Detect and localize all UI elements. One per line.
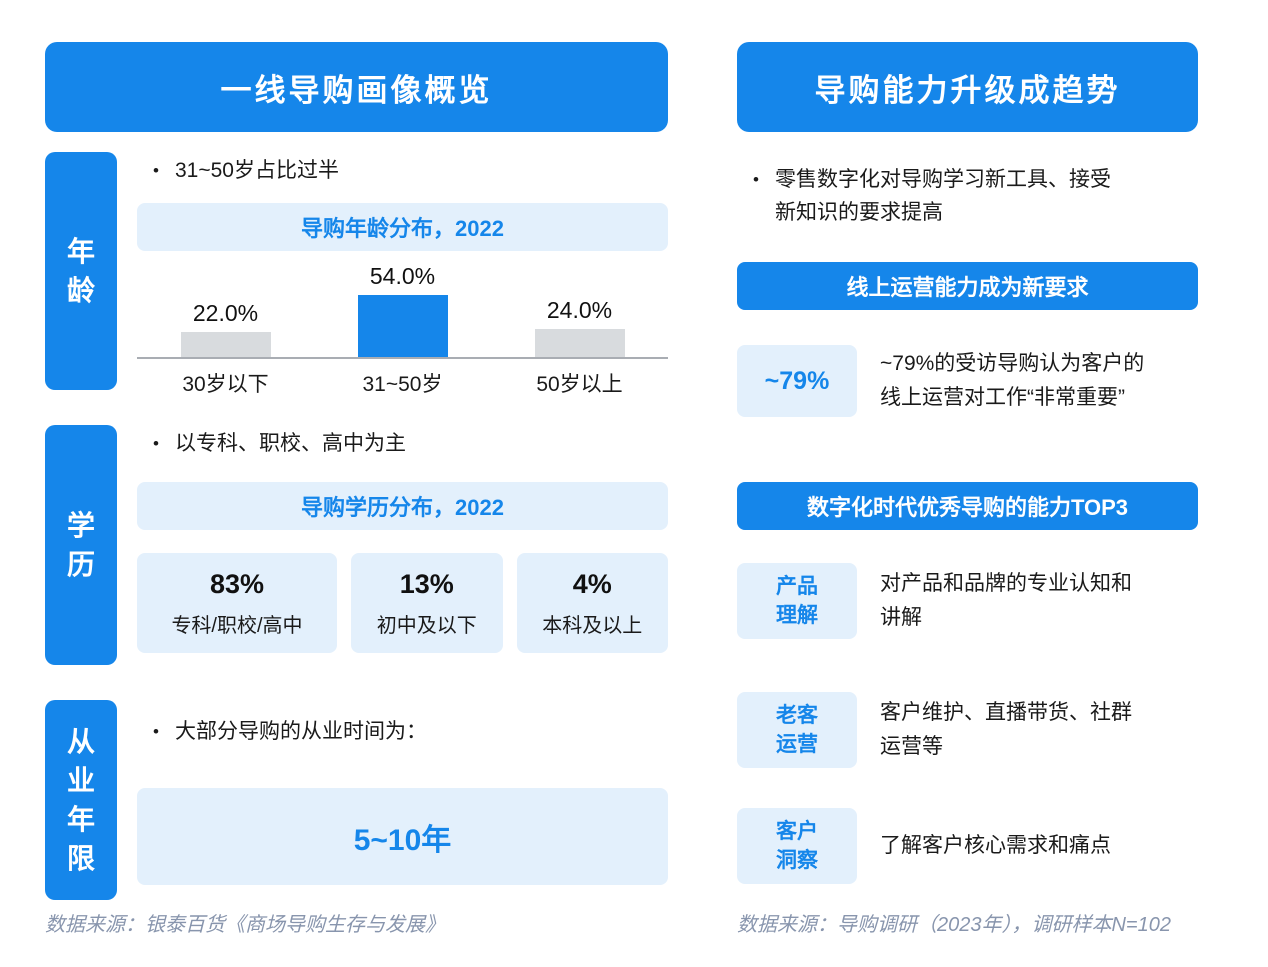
education-percent: 4% — [572, 568, 612, 599]
ability-label-box: 老客 运营 — [737, 692, 857, 768]
ability-row-product-understanding: 产品 理解 对产品和品牌的专业认知和 讲解 — [737, 563, 1198, 639]
age-chart-categories: 30岁以下 31~50岁 50岁以上 — [137, 368, 668, 398]
age-bullet: • 31~50岁占比过半 — [137, 155, 668, 188]
stat-79-row: ~79% ~79%的受访导购认为客户的 线上运营对工作“非常重要” — [737, 345, 1198, 417]
x-axis-line — [137, 357, 668, 359]
age-bar-chart: 22.0% 54.0% 24.0% 30岁以下 31~50岁 50岁以上 — [137, 256, 668, 398]
bar-column-under-30: 22.0% — [137, 256, 314, 357]
education-side-label-text: 学历 — [66, 509, 95, 580]
ability-row-customer-insight: 客户 洞察 了解客户核心需求和痛点 — [737, 808, 1198, 884]
left-panel-header: 一线导购画像概览 — [45, 42, 668, 132]
tenure-side-label: 从业年限 — [45, 700, 117, 900]
education-stat-cards: 83% 专科/职校/高中 13% 初中及以下 4% 本科及以上 — [137, 553, 668, 653]
education-bullet-text: 以专科、职校、高中为主 — [175, 432, 406, 455]
ability-label-box: 产品 理解 — [737, 563, 857, 639]
age-chart-plot-area: 22.0% 54.0% 24.0% — [137, 256, 668, 357]
ability-description: 客户维护、直播带货、社群 运营等 — [880, 701, 1132, 758]
tenure-bullet-text: 大部分导购的从业时间为： — [175, 720, 427, 743]
bar-value-label: 24.0% — [546, 297, 613, 323]
ability-description: 了解客户核心需求和痛点 — [880, 834, 1111, 858]
stat-79-value: ~79% — [764, 366, 830, 395]
age-chart-title: 导购年龄分布，2022 — [301, 216, 504, 241]
bar-over-50 — [534, 329, 625, 357]
tenure-bullet: • 大部分导购的从业时间为： — [137, 716, 668, 749]
ability-description: 对产品和品牌的专业认知和 讲解 — [880, 572, 1132, 629]
bullet-dot-icon: • — [153, 434, 159, 453]
education-category: 专科/职校/高中 — [171, 614, 303, 637]
right-intro-bullet: • 零售数字化对导购学习新工具、接受 新知识的要求提高 — [737, 164, 1198, 229]
right-intro-bullet-text: 零售数字化对导购学习新工具、接受 新知识的要求提高 — [775, 168, 1111, 224]
right-panel-header: 导购能力升级成趋势 — [737, 42, 1198, 132]
right-panel-title: 导购能力升级成趋势 — [814, 72, 1121, 108]
education-percent: 13% — [399, 568, 454, 599]
left-footer-source: 数据来源：银泰百货《商场导购生存与发展》 — [45, 914, 445, 936]
bar-value-label: 22.0% — [192, 300, 259, 326]
ability-row-customer-operations: 老客 运营 客户维护、直播带货、社群 运营等 — [737, 692, 1198, 768]
age-chart-title-banner: 导购年龄分布，2022 — [137, 203, 668, 251]
education-category: 本科及以上 — [542, 614, 643, 637]
bar-31-50 — [357, 295, 448, 357]
category-label-under-30: 30岁以下 — [182, 373, 269, 396]
tenure-value: 5~10年 — [353, 823, 452, 857]
education-bullet: • 以专科、职校、高中为主 — [137, 428, 668, 461]
age-side-label: 年龄 — [45, 152, 117, 390]
bar-under-30 — [180, 332, 271, 357]
bullet-dot-icon: • — [153, 722, 159, 741]
right-footer-source: 数据来源：导购调研（2023年），调研样本N=102 — [737, 914, 1171, 936]
education-percent: 83% — [209, 568, 265, 599]
age-side-label-text: 年龄 — [66, 235, 95, 306]
education-side-label: 学历 — [45, 425, 117, 665]
online-operations-banner: 线上运营能力成为新要求 — [737, 262, 1198, 310]
left-panel-title: 一线导购画像概览 — [220, 72, 493, 108]
education-stat-card: 83% 专科/职校/高中 — [137, 553, 337, 653]
bar-value-label: 54.0% — [369, 263, 436, 289]
top3-abilities-banner: 数字化时代优秀导购的能力TOP3 — [737, 482, 1198, 530]
tenure-side-label-text: 从业年限 — [66, 725, 95, 875]
education-chart-title: 导购学历分布，2022 — [301, 495, 504, 520]
bullet-dot-icon: • — [753, 170, 759, 189]
ability-label-box: 客户 洞察 — [737, 808, 857, 884]
bar-column-31-50: 54.0% — [314, 256, 491, 357]
stat-79-text: ~79%的受访导购认为客户的 线上运营对工作“非常重要” — [880, 351, 1145, 409]
top3-abilities-banner-text: 数字化时代优秀导购的能力TOP3 — [806, 495, 1129, 520]
age-bullet-text: 31~50岁占比过半 — [175, 159, 339, 182]
education-stat-card: 4% 本科及以上 — [516, 553, 668, 653]
education-category: 初中及以下 — [376, 614, 477, 637]
education-chart-title-banner: 导购学历分布，2022 — [137, 482, 668, 530]
online-operations-banner-text: 线上运营能力成为新要求 — [846, 275, 1089, 300]
category-label-31-50: 31~50岁 — [362, 373, 443, 396]
category-label-over-50: 50岁以上 — [536, 373, 623, 396]
stat-79-box: ~79% — [737, 345, 857, 417]
bullet-dot-icon: • — [153, 161, 159, 180]
tenure-value-box: 5~10年 — [137, 788, 668, 885]
bar-column-over-50: 24.0% — [491, 256, 668, 357]
education-stat-card: 13% 初中及以下 — [351, 553, 503, 653]
